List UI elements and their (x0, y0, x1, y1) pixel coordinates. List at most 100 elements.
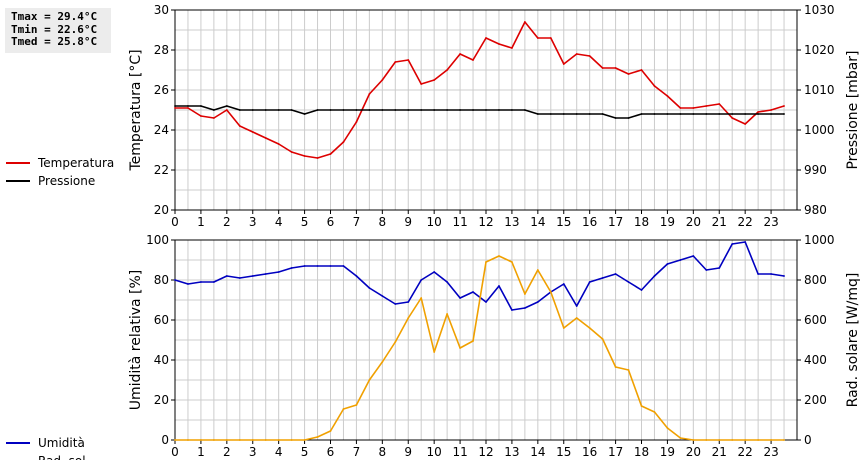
data-point (640, 289, 643, 291)
data-point (420, 297, 423, 299)
data-point (355, 275, 358, 277)
data-point (575, 113, 578, 115)
x-tick-label: 11 (452, 445, 467, 459)
x-tick-label: 18 (634, 215, 649, 229)
data-point (187, 439, 189, 441)
x-tick-label: 17 (608, 445, 623, 459)
data-point (770, 109, 772, 111)
data-point (666, 427, 669, 429)
data-point (731, 439, 734, 441)
data-point (614, 366, 617, 368)
data-point (511, 109, 513, 111)
data-point (575, 53, 578, 55)
x-tick-label: 0 (171, 215, 179, 229)
data-point (342, 141, 345, 143)
data-point (407, 59, 410, 61)
y-axis-title: Temperatura [°C] (128, 49, 144, 171)
data-point (627, 281, 630, 283)
data-point (783, 439, 785, 441)
x-tick-label: 4 (275, 445, 283, 459)
y-tick-label: 20 (154, 393, 169, 407)
y2-tick-label: 800 (804, 273, 827, 287)
y-tick-label: 30 (154, 3, 169, 17)
data-point (200, 115, 202, 117)
data-point (536, 37, 539, 39)
data-point (536, 269, 539, 271)
data-point (187, 107, 189, 109)
y-tick-label: 0 (161, 433, 169, 447)
x-tick-label: 14 (530, 445, 545, 459)
data-point (433, 271, 436, 273)
data-point (459, 297, 461, 299)
data-point (329, 153, 332, 155)
x-tick-label: 16 (582, 445, 597, 459)
data-point (770, 113, 772, 115)
x-tick-label: 16 (582, 215, 597, 229)
data-point (342, 265, 345, 267)
data-point (692, 439, 695, 441)
x-tick-label: 8 (379, 445, 387, 459)
data-point (627, 73, 630, 75)
data-point (200, 281, 202, 283)
x-tick-label: 14 (530, 215, 545, 229)
data-point (511, 47, 513, 49)
data-point (485, 109, 487, 111)
data-point (601, 113, 604, 115)
x-tick-label: 5 (301, 215, 309, 229)
x-tick-label: 18 (634, 445, 649, 459)
data-point (174, 279, 176, 281)
x-tick-label: 12 (478, 445, 493, 459)
data-point (692, 113, 695, 115)
data-point (264, 137, 267, 139)
data-point (381, 79, 384, 81)
data-point (290, 267, 293, 269)
data-point (601, 67, 604, 69)
data-point (679, 107, 682, 109)
x-tick-label: 2 (223, 215, 231, 229)
data-point (459, 109, 461, 111)
data-point (549, 291, 552, 293)
data-point (238, 109, 241, 111)
x-tick-label: 23 (763, 445, 778, 459)
data-point (187, 283, 189, 285)
x-tick-label: 20 (686, 215, 701, 229)
data-point (472, 340, 474, 342)
x-tick-label: 3 (249, 445, 257, 459)
y-tick-label: 100 (146, 233, 169, 247)
data-point (394, 303, 397, 305)
y2-tick-label: 400 (804, 353, 827, 367)
data-point (277, 143, 280, 145)
data-point (303, 113, 306, 115)
data-point (640, 405, 643, 407)
series-line-rad-sol- (175, 255, 784, 441)
data-point (316, 265, 319, 267)
data-point (653, 411, 656, 413)
data-point (523, 21, 526, 23)
data-point (394, 61, 397, 63)
data-point (588, 327, 591, 329)
data-point (627, 369, 630, 371)
x-tick-label: 19 (660, 215, 675, 229)
data-point (679, 259, 682, 261)
data-point (588, 113, 591, 115)
data-point (174, 105, 176, 107)
data-point (498, 255, 500, 257)
data-point (614, 273, 617, 275)
x-tick-label: 13 (504, 445, 519, 459)
data-point (744, 123, 747, 125)
data-point (562, 283, 565, 285)
data-point (329, 109, 332, 111)
data-point (536, 113, 539, 115)
data-point (303, 265, 306, 267)
data-point (381, 361, 384, 363)
data-point (783, 105, 785, 107)
x-tick-label: 3 (249, 215, 257, 229)
data-point (523, 307, 526, 309)
data-point (653, 113, 656, 115)
data-point (251, 109, 254, 111)
data-point (757, 113, 760, 115)
tmed-text: Tmed = 25.8°C (11, 35, 98, 48)
data-point (653, 85, 656, 87)
x-tick-label: 2 (223, 445, 231, 459)
data-point (446, 69, 449, 71)
